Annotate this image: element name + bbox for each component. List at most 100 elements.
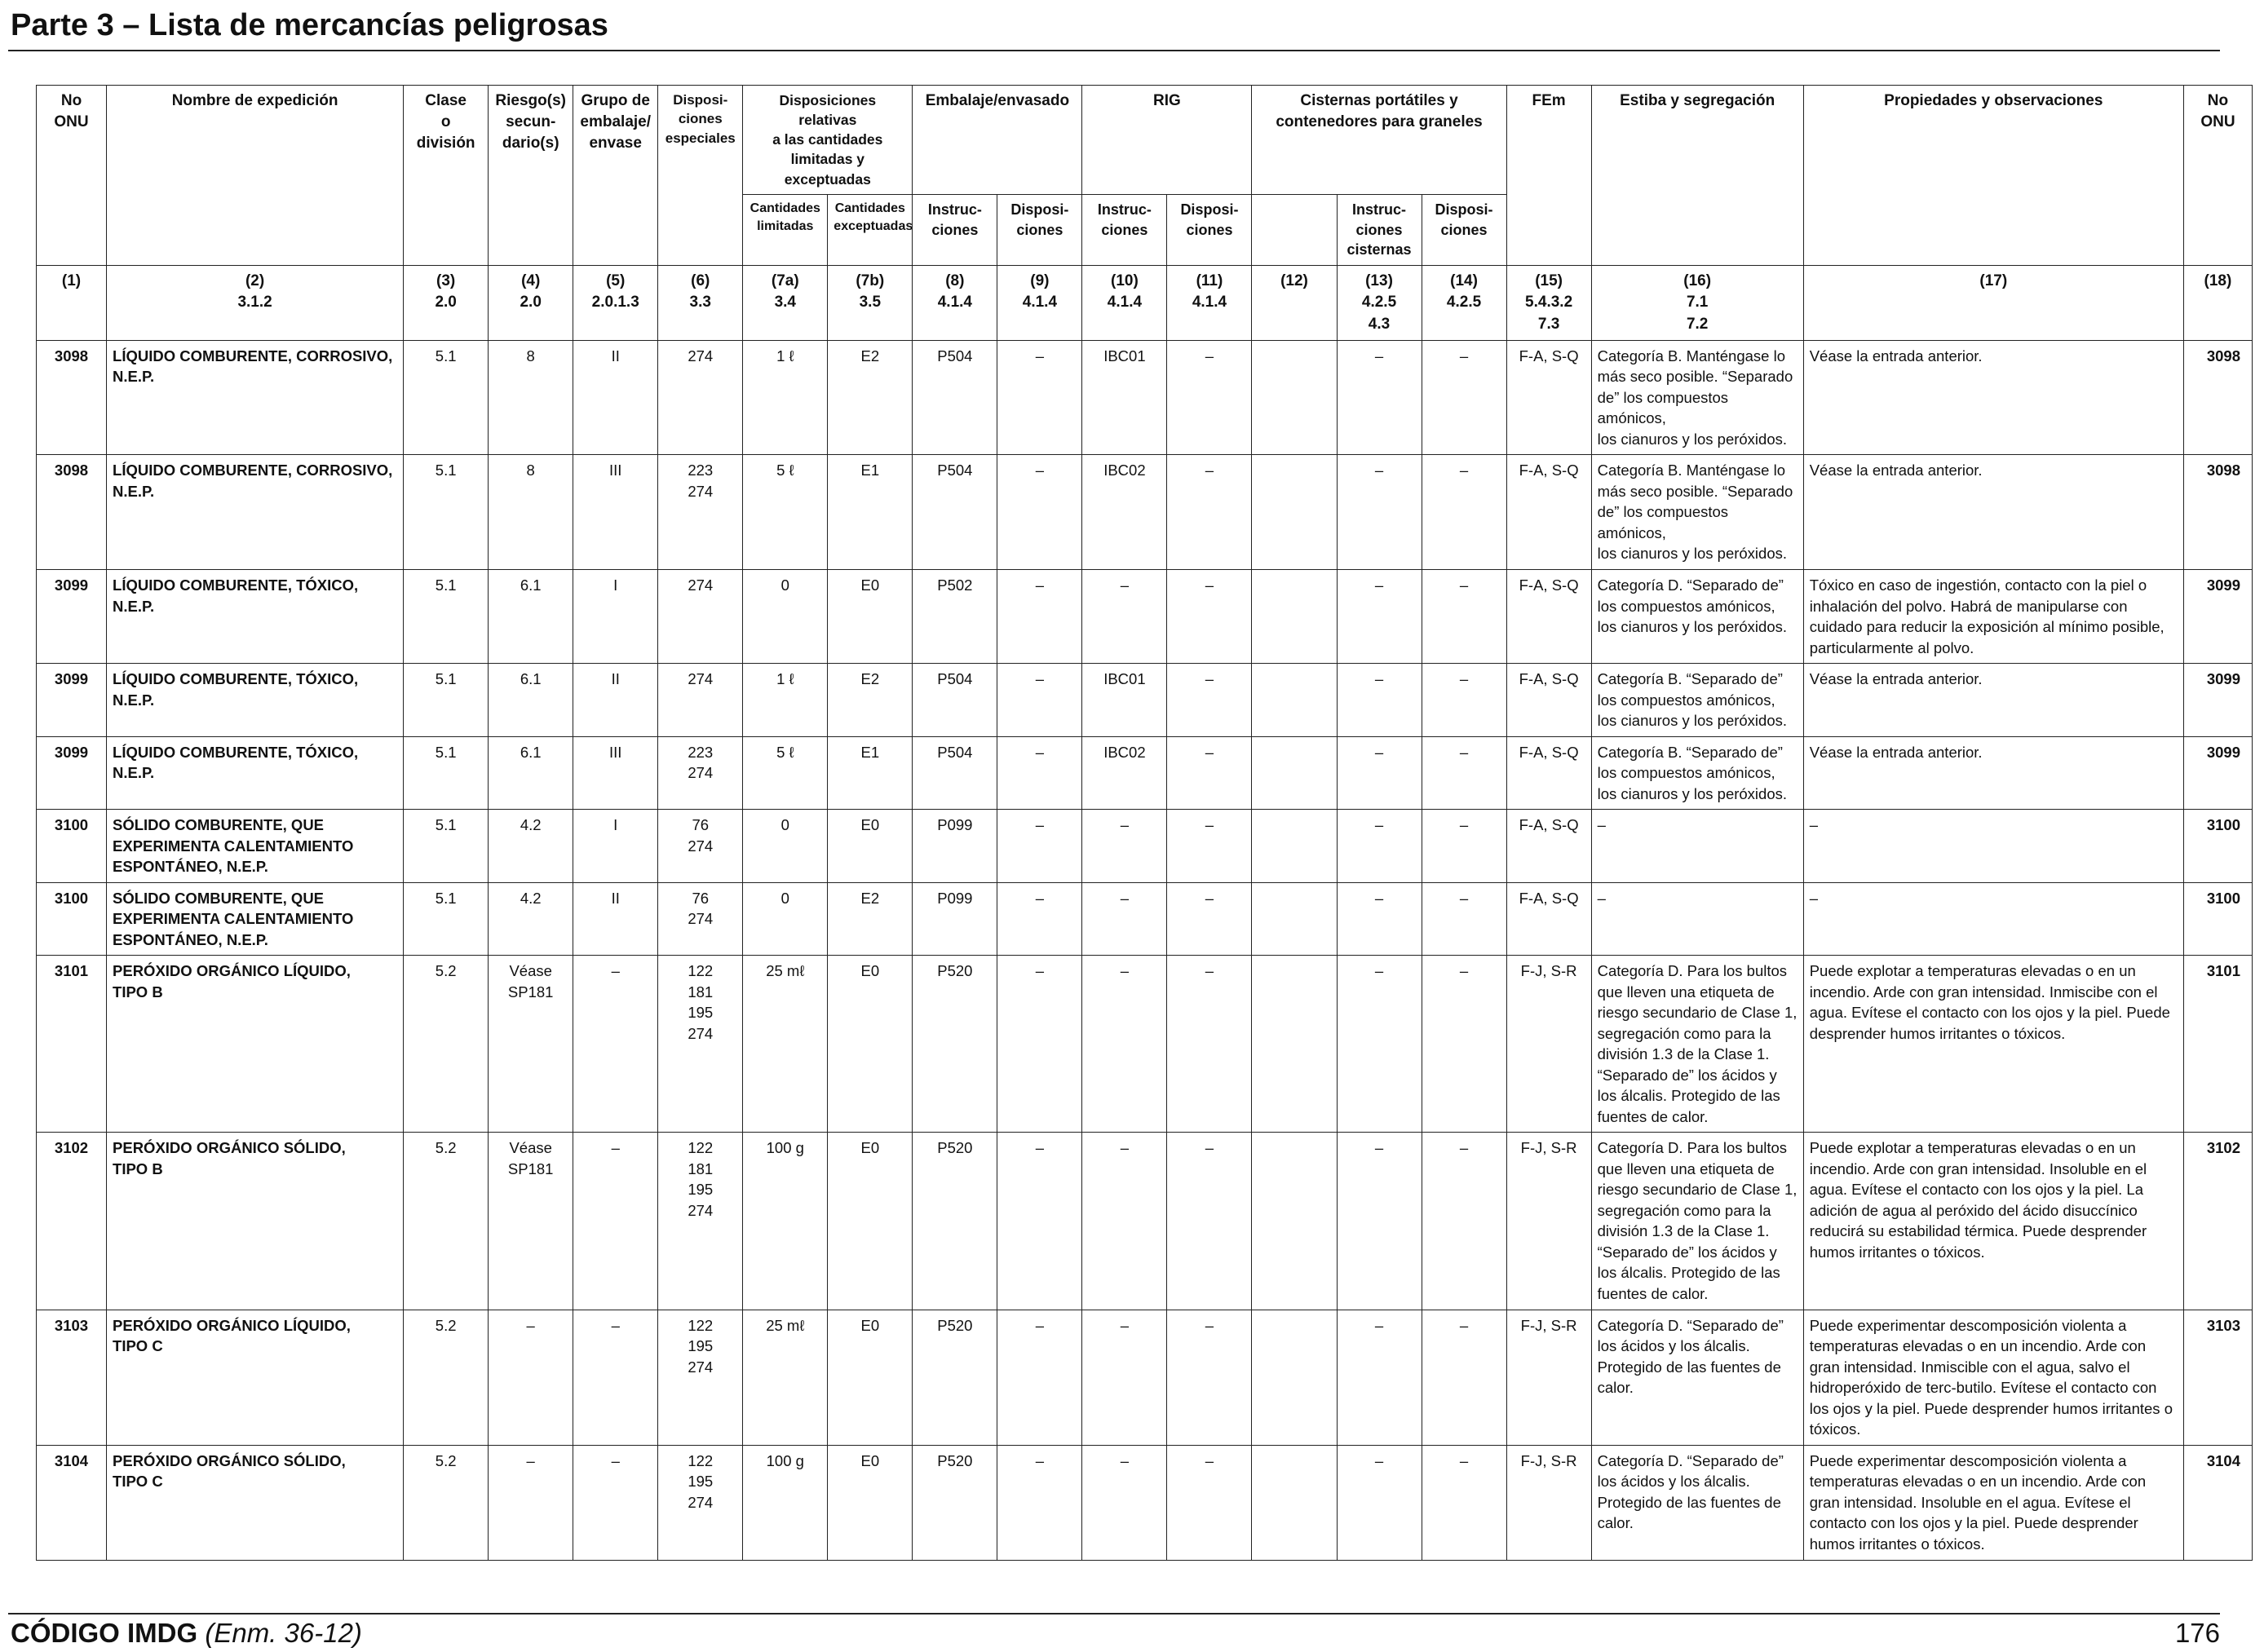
table-row: 3103 PERÓXIDO ORGÁNICO LÍQUIDO, TIPO C 5.2… xyxy=(35,1309,2253,1446)
cell-pg: III xyxy=(573,454,659,570)
cell-ems: F-J, S-R xyxy=(1506,955,1592,1133)
cell-sp: 76 274 xyxy=(657,809,744,883)
cell-c12 xyxy=(1251,1444,1338,1561)
cell-sp: 274 xyxy=(657,339,744,456)
cell-tank: – xyxy=(1336,1309,1422,1446)
cell-un2: 3099 xyxy=(2182,735,2253,811)
col-header-rig: RIG xyxy=(1081,85,1253,195)
footer-rule xyxy=(8,1613,2220,1614)
cell-cls: 5.1 xyxy=(403,339,489,456)
cell-pg: – xyxy=(573,1132,659,1310)
cell-stow: Categoría B. Manténgase lo más seco posi… xyxy=(1590,454,1804,570)
cell-stow: – xyxy=(1590,809,1804,883)
cell-sub: 4.2 xyxy=(488,881,574,956)
cell-ibcp: – xyxy=(1166,735,1253,811)
cell-stow: Categoría D. “Separado de” los ácidos y … xyxy=(1590,1309,1804,1446)
cell-ibcp: – xyxy=(1166,1132,1253,1310)
cell-stow: Categoría D. Para los bultos que lleven … xyxy=(1590,1132,1804,1310)
cell-sp: 223 274 xyxy=(657,735,744,811)
cell-un2: 3099 xyxy=(2182,663,2253,737)
table-row: 3098 LÍQUIDO COMBURENTE, CORROSIVO, N.E.P… xyxy=(35,454,2253,570)
cell-ibc: IBC01 xyxy=(1081,663,1168,737)
cell-pg: II xyxy=(573,881,659,956)
cell-pp: – xyxy=(997,454,1083,570)
cell-tank: – xyxy=(1336,735,1422,811)
cell-sp: 122 181 195 274 xyxy=(657,1132,744,1310)
col-number-4: (4) 2.0 xyxy=(488,265,574,341)
cell-eq: E0 xyxy=(827,568,913,665)
cell-tank: – xyxy=(1336,881,1422,956)
cell-name: PERÓXIDO ORGÁNICO LÍQUIDO, TIPO C xyxy=(106,1309,405,1446)
cell-ibcp: – xyxy=(1166,339,1253,456)
cell-sp: 274 xyxy=(657,568,744,665)
cell-un: 3103 xyxy=(35,1309,108,1446)
col-number-12: (11) 4.1.4 xyxy=(1166,265,1253,341)
cell-pp: – xyxy=(997,568,1083,665)
cell-props: Tóxico en caso de ingestión, contacto co… xyxy=(1802,568,2184,665)
cell-c12 xyxy=(1251,1132,1338,1310)
cell-sub: Véase SP181 xyxy=(488,955,574,1133)
cell-name: LÍQUIDO COMBURENTE, CORROSIVO, N.E.P. xyxy=(106,339,405,456)
cell-c12 xyxy=(1251,809,1338,883)
cell-un: 3104 xyxy=(35,1444,108,1561)
cell-sub: 6.1 xyxy=(488,663,574,737)
cell-lq: 5 ℓ xyxy=(742,454,829,570)
cell-sub: 4.2 xyxy=(488,809,574,883)
page-number: 176 xyxy=(2174,1618,2220,1648)
cell-tank: – xyxy=(1336,663,1422,737)
cell-cls: 5.2 xyxy=(403,1444,489,1561)
cell-c12 xyxy=(1251,568,1338,665)
cell-c12 xyxy=(1251,735,1338,811)
cell-eq: E0 xyxy=(827,1444,913,1561)
cell-eq: E1 xyxy=(827,454,913,570)
cell-sub: Véase SP181 xyxy=(488,1132,574,1310)
cell-pg: I xyxy=(573,568,659,665)
cell-cls: 5.1 xyxy=(403,568,489,665)
cell-ibc: – xyxy=(1081,955,1168,1133)
cell-ibc: IBC01 xyxy=(1081,339,1168,456)
cell-un: 3102 xyxy=(35,1132,108,1310)
cell-lq: 25 mℓ xyxy=(742,1309,829,1446)
cell-sub: – xyxy=(488,1309,574,1446)
cell-tank: – xyxy=(1336,955,1422,1133)
cell-tankp: – xyxy=(1421,735,1507,811)
col-header-no-onu: No ONU xyxy=(35,84,108,267)
col-header-disposiciones-11: Disposi- ciones xyxy=(1166,193,1253,267)
cell-stow: Categoría B. “Separado de” los compuesto… xyxy=(1590,663,1804,737)
col-header-cisternas: Cisternas portátiles y contenedores para… xyxy=(1251,85,1507,195)
cell-props: – xyxy=(1802,809,2184,883)
cell-lq: 1 ℓ xyxy=(742,663,829,737)
cell-ibcp: – xyxy=(1166,1309,1253,1446)
cell-props: Puede experimentar descomposición violen… xyxy=(1802,1309,2184,1446)
cell-sub: 8 xyxy=(488,454,574,570)
table-row: 3100 SÓLIDO COMBURENTE, QUE EXPERIMENTA C… xyxy=(35,809,2253,883)
cell-eq: E0 xyxy=(827,1309,913,1446)
col-header-riesgo: Riesgo(s) secun- dario(s) xyxy=(488,84,574,267)
cell-pp: – xyxy=(997,339,1083,456)
cell-ems: F-J, S-R xyxy=(1506,1444,1592,1561)
cell-lq: 5 ℓ xyxy=(742,735,829,811)
cell-sub: 6.1 xyxy=(488,568,574,665)
cell-pi: P099 xyxy=(912,809,998,883)
col-header-disposiciones-14: Disposi- ciones xyxy=(1421,193,1507,267)
cell-lq: 25 mℓ xyxy=(742,955,829,1133)
cell-pi: P520 xyxy=(912,1309,998,1446)
cell-tank: – xyxy=(1336,1132,1422,1310)
cell-stow: Categoría D. “Separado de” los compuesto… xyxy=(1590,568,1804,665)
cell-name: SÓLIDO COMBURENTE, QUE EXPERIMENTA CALEN… xyxy=(106,809,405,883)
cell-pi: P504 xyxy=(912,454,998,570)
cell-pp: – xyxy=(997,955,1083,1133)
col-header-disposiciones-especiales: Disposi- ciones especiales xyxy=(657,84,744,267)
cell-pi: P504 xyxy=(912,339,998,456)
cell-name: LÍQUIDO COMBURENTE, CORROSIVO, N.E.P. xyxy=(106,454,405,570)
col-number-13: (12) xyxy=(1251,265,1338,341)
col-header-fem: FEm xyxy=(1506,84,1592,267)
col-header-12 xyxy=(1251,193,1338,267)
col-number-3: (3) 2.0 xyxy=(403,265,489,341)
cell-pp: – xyxy=(997,1309,1083,1446)
cell-ibc: IBC02 xyxy=(1081,735,1168,811)
cell-stow: Categoría D. Para los bultos que lleven … xyxy=(1590,955,1804,1133)
cell-pg: – xyxy=(573,955,659,1133)
cell-sp: 274 xyxy=(657,663,744,737)
cell-pg: III xyxy=(573,735,659,811)
